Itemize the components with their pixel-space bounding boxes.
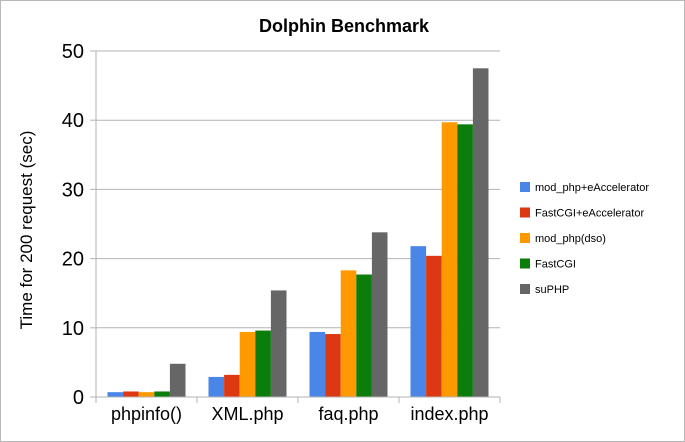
y-tick-label: 20 (62, 249, 84, 271)
legend-swatch (520, 182, 530, 192)
legend-label: mod_php+eAccelerator (535, 182, 649, 194)
bar-suphp-3 (472, 68, 489, 398)
bar-fastcgi-0 (154, 391, 170, 397)
y-axis-ticks: 0 10 20 30 40 50 (62, 41, 84, 409)
bar-fastcgi-3 (457, 124, 473, 398)
bar-mod-php-eaccelerator-0 (107, 392, 124, 397)
bar-suphp-1 (270, 290, 287, 397)
legend-label: FastCGI (535, 259, 576, 271)
y-tick-label: 0 (73, 387, 84, 409)
y-tick-label: 10 (62, 318, 84, 340)
bar-fastcgi-1 (255, 330, 271, 397)
bar-mod-php-eaccelerator-1 (208, 376, 225, 397)
x-tick-label: faq.php (318, 404, 378, 424)
legend-swatch (520, 258, 530, 269)
bar-fastcgi-eaccelerator-1 (224, 374, 240, 397)
legend: mod_php+eAccelerator FastCGI+eAccelerator… (520, 182, 649, 296)
legend-swatch (520, 284, 530, 294)
bar-mod-php-eaccelerator-3 (410, 246, 427, 397)
bar-fastcgi-eaccelerator-3 (426, 255, 442, 397)
bars (107, 68, 489, 398)
bar-mod-php-dso--1 (239, 331, 256, 397)
y-tick-label: 30 (62, 179, 84, 201)
legend-swatch (520, 207, 530, 218)
x-tick-label: XML.php (211, 404, 283, 424)
bar-suphp-0 (169, 363, 186, 397)
y-tick-label: 50 (62, 41, 84, 63)
legend-swatch (520, 233, 530, 243)
bar-mod-php-dso--0 (138, 392, 155, 397)
x-axis-ticks: phpinfo() XML.php faq.php index.php (95, 397, 501, 424)
bar-fastcgi-eaccelerator-0 (123, 391, 139, 397)
bar-fastcgi-2 (356, 274, 372, 397)
legend-label: FastCGI+eAccelerator (535, 208, 644, 220)
chart-title: Dolphin Benchmark (259, 16, 430, 36)
y-axis-label: Time for 200 request (sec) (17, 131, 36, 330)
bar-mod-php-eaccelerator-2 (309, 331, 326, 397)
x-tick-label: phpinfo() (111, 404, 182, 424)
legend-label: suPHP (535, 284, 569, 296)
bar-fastcgi-eaccelerator-2 (325, 334, 341, 397)
x-tick-label: index.php (410, 404, 488, 424)
bar-suphp-2 (371, 232, 388, 397)
legend-label: mod_php(dso) (535, 233, 606, 245)
y-tick-label: 40 (62, 110, 84, 132)
bar-mod-php-dso--2 (340, 270, 357, 397)
bar-mod-php-dso--3 (441, 122, 458, 397)
